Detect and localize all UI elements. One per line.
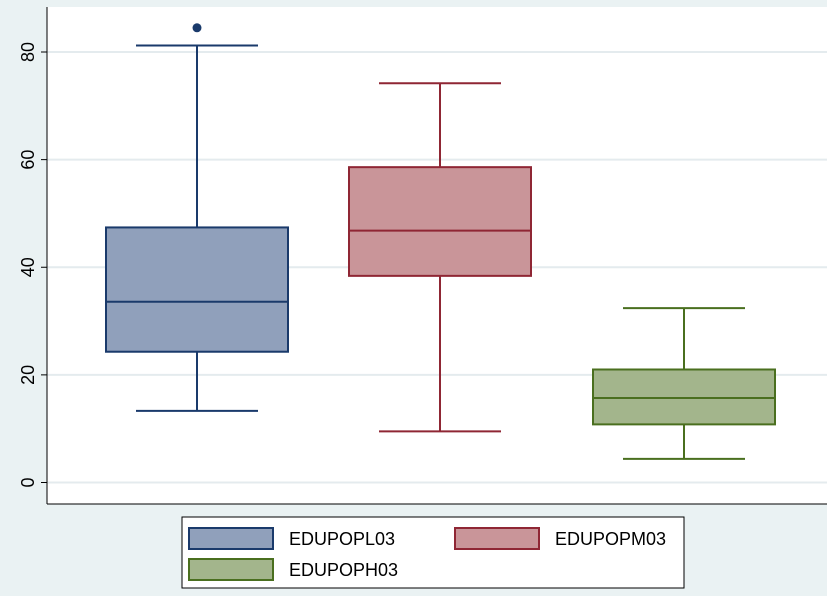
- outlier-EDUPOPL03-0: [192, 23, 202, 33]
- legend-label-EDUPOPH03: EDUPOPH03: [289, 560, 398, 580]
- y-tick-label-20: 20: [18, 365, 38, 385]
- iqr-box-EDUPOPM03: [348, 166, 532, 277]
- legend-label-EDUPOPL03: EDUPOPL03: [289, 529, 395, 549]
- iqr-box-EDUPOPL03: [105, 226, 289, 353]
- y-tick-label-80: 80: [18, 42, 38, 62]
- y-tick-label-0: 0: [18, 477, 38, 487]
- y-ticks: 0 20 40 60 80: [18, 42, 47, 488]
- boxes: [105, 23, 776, 460]
- legend-swatch-EDUPOPL03: [188, 527, 274, 550]
- box-EDUPOPL03: [105, 23, 289, 412]
- legend-items: EDUPOPL03 EDUPOPM03 EDUPOPH03: [188, 527, 666, 581]
- legend-swatch-EDUPOPH03: [188, 558, 274, 581]
- legend-swatch-EDUPOPM03: [454, 527, 540, 550]
- iqr-box-EDUPOPH03: [592, 368, 776, 426]
- y-tick-label-60: 60: [18, 150, 38, 170]
- box-EDUPOPM03: [348, 82, 532, 433]
- legend-label-EDUPOPM03: EDUPOPM03: [555, 529, 666, 549]
- y-tick-label-40: 40: [18, 257, 38, 277]
- box-EDUPOPH03: [592, 307, 776, 460]
- legend: EDUPOPL03 EDUPOPM03 EDUPOPH03: [181, 516, 685, 589]
